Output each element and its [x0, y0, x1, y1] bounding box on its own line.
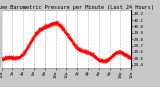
Title: Milwaukee Barometric Pressure per Minute (Last 24 Hours): Milwaukee Barometric Pressure per Minute… — [0, 5, 154, 10]
